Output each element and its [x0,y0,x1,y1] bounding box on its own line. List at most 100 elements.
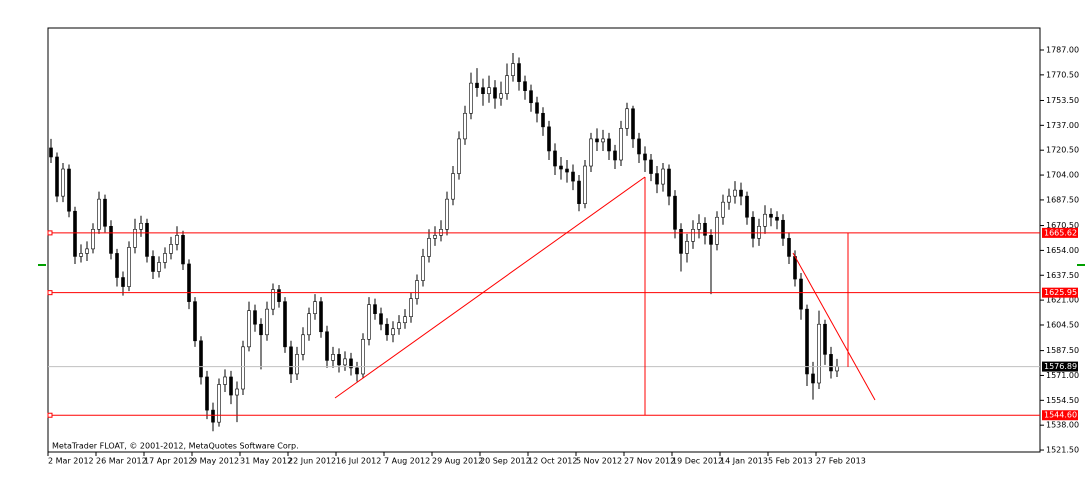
drawings [334,176,876,415]
candle-body [397,322,401,330]
level-anchor [47,412,53,418]
level-anchor [47,230,53,236]
candle-body [463,112,467,140]
candle-body [187,263,191,302]
candle-body [217,384,221,423]
y-tick-label: 1704.00 [1046,171,1079,180]
candle-body [445,198,449,230]
candle-body [595,138,599,143]
candle-body [631,108,635,140]
candle-body [403,316,407,324]
y-tick-label: 1554.50 [1046,396,1079,405]
candle-body [475,82,479,88]
y-tick-label: 1753.50 [1046,96,1079,105]
candle-body [103,198,107,227]
candle-body [817,323,821,384]
candle-body [601,138,605,143]
y-tick-label: 1604.50 [1046,320,1079,329]
level-anchor [47,290,53,296]
candle-body [115,253,119,278]
candle-body [763,213,767,227]
price-label: 1576.89 [1044,362,1077,371]
candle-body [637,138,641,155]
x-tick-label: 27 Feb 2013 [816,457,866,466]
candle-body [271,289,275,310]
x-tick-label: 5 Feb 2013 [768,457,813,466]
y-tick-label: 1521.50 [1046,446,1079,455]
candle-body [697,222,701,230]
candle-body [157,262,161,272]
candle-body [211,409,215,423]
candle-body [685,241,689,254]
candle-body [379,313,383,325]
candle-body [499,93,503,99]
candle-body [709,235,713,245]
candle-body [733,189,737,197]
x-tick-label: 5 Nov 2012 [576,457,622,466]
candle-body [643,153,647,161]
candle-body [523,81,527,91]
candle-body [619,128,623,161]
y-tick-label: 1571.00 [1046,371,1079,380]
candle-body [583,165,587,204]
candle-body [151,256,155,272]
candle-body [487,87,491,94]
x-tick-label: 14 Jan 2013 [720,457,768,466]
candle-body [241,346,245,390]
candle-body [787,238,791,257]
candle-body [121,277,125,287]
candle-body [223,376,227,385]
candle-body [127,247,131,287]
candle-body [451,173,455,200]
price-label: 1665.62 [1044,228,1077,237]
candle-body [391,328,395,336]
candle-body [511,63,515,76]
x-tick-label: 16 Jul 2012 [336,457,381,466]
candle-body [193,301,197,342]
candle-body [691,229,695,242]
candle-body [535,102,539,114]
candle-body [253,310,257,325]
candle-body [823,323,827,355]
candle-body [49,147,53,158]
y-tick-label: 1737.00 [1046,121,1079,130]
candle-body [661,168,665,185]
x-tick-label: 27 Nov 2012 [624,457,675,466]
candle-body [295,354,299,375]
candle-body [61,168,65,197]
candle-body [655,173,659,185]
candle-body [415,280,419,299]
y-tick-label: 1670.50 [1046,221,1079,230]
candle-body [55,156,59,197]
x-tick-label: 20 Sep 2012 [480,457,531,466]
plot-frame [47,27,1041,453]
trend-line [334,176,646,399]
candle-body [673,195,677,230]
y-tick-label: 1637.50 [1046,271,1079,280]
x-tick-label: 7 Aug 2012 [384,457,430,466]
x-tick-label: 9 May 2012 [192,457,239,466]
candle-body [433,235,437,239]
x-tick-label: 26 Mar 2012 [96,457,147,466]
candle-body [85,248,89,254]
candle-body [493,87,497,99]
x-tick-label: 17 Apr 2012 [144,457,193,466]
candle-body [67,168,71,212]
candle-body [139,222,143,230]
candle-body [133,229,137,248]
candle-body [79,253,83,257]
candle-body [469,82,473,114]
y-tick-label: 1654.00 [1046,246,1079,255]
candle-body [781,219,785,239]
candle-body [559,165,563,170]
candle-body [235,388,239,396]
candle-body [409,298,413,317]
x-tick-label: 22 Jun 2012 [288,457,336,466]
candle-body [319,301,323,333]
candle-body [205,376,209,411]
candle-body [361,338,365,375]
price-label-box [1042,227,1078,238]
candle-body [325,331,329,361]
candle-body [277,289,281,302]
